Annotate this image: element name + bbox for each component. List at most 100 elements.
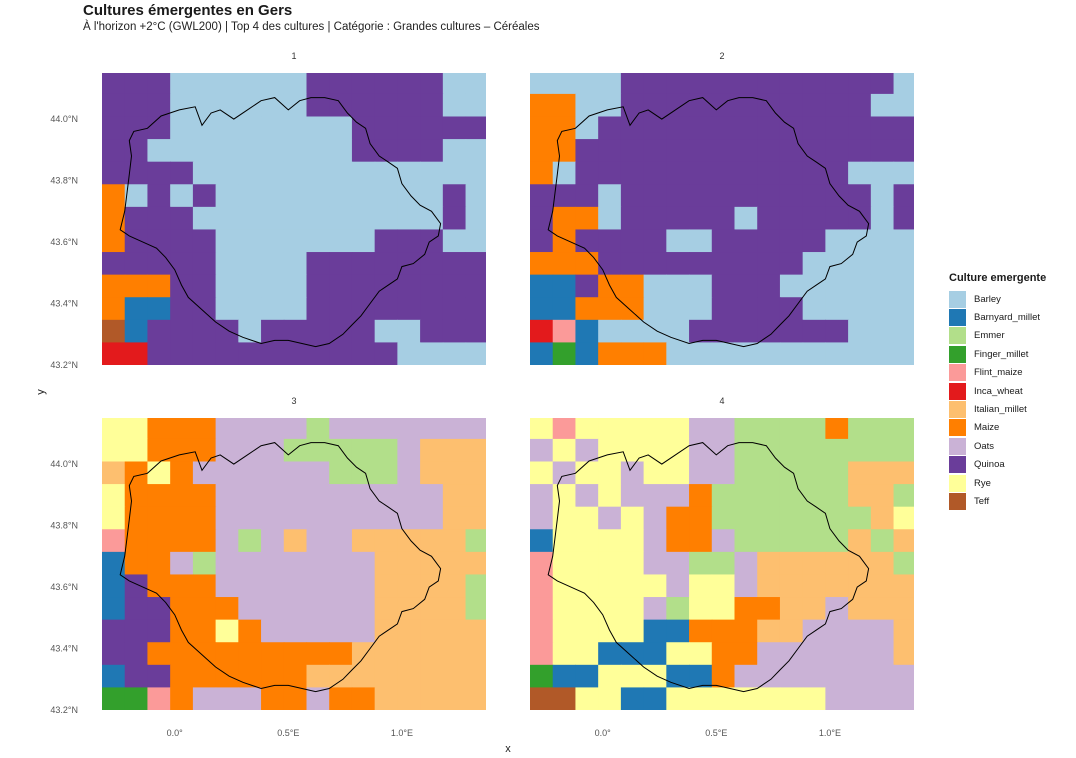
raster-cell bbox=[620, 506, 645, 530]
raster-cell bbox=[147, 342, 171, 365]
raster-cell bbox=[643, 184, 667, 208]
raster-cell bbox=[329, 116, 353, 140]
gers-outline bbox=[119, 442, 442, 693]
raster-cell bbox=[102, 664, 126, 689]
raster-cell bbox=[848, 619, 872, 643]
raster-cell bbox=[757, 319, 781, 344]
raster-cell bbox=[689, 206, 713, 231]
raster-cell bbox=[825, 619, 849, 643]
raster-cell bbox=[916, 552, 939, 575]
raster-cell bbox=[734, 529, 758, 553]
raster-cell bbox=[192, 529, 217, 553]
raster-cell bbox=[147, 206, 171, 231]
raster-cell bbox=[215, 93, 239, 118]
raster-cell bbox=[757, 597, 781, 621]
raster-cell bbox=[620, 73, 645, 95]
raster-cell bbox=[283, 619, 308, 643]
raster-cell bbox=[351, 342, 376, 365]
raster-cell bbox=[870, 642, 895, 666]
raster-cell bbox=[102, 619, 126, 643]
raster-cell bbox=[689, 73, 713, 95]
raster-cell bbox=[397, 93, 421, 118]
raster-cell bbox=[192, 319, 217, 344]
raster-cell bbox=[530, 597, 554, 621]
raster-cell bbox=[643, 642, 667, 666]
raster-cell bbox=[124, 642, 149, 666]
raster-cell bbox=[552, 184, 577, 208]
raster-cell bbox=[757, 274, 781, 298]
raster-cell bbox=[442, 116, 467, 140]
raster-cell bbox=[238, 342, 262, 365]
raster-cell bbox=[283, 506, 308, 530]
raster-cell bbox=[306, 574, 330, 598]
raster-cell bbox=[916, 687, 939, 710]
raster-cell bbox=[689, 642, 713, 666]
raster-cell bbox=[261, 274, 285, 298]
legend-label: Italian_millet bbox=[974, 404, 1027, 416]
raster-cell bbox=[666, 206, 690, 231]
raster-cell bbox=[238, 73, 262, 95]
raster-cell bbox=[666, 551, 690, 576]
y-tick-label: 43.8°N bbox=[50, 176, 78, 186]
raster-cell bbox=[306, 342, 330, 365]
legend-key bbox=[949, 309, 966, 327]
raster-cell bbox=[374, 484, 398, 508]
raster-cell bbox=[848, 461, 872, 485]
raster-cell bbox=[102, 184, 126, 208]
raster-cell bbox=[306, 161, 330, 185]
raster-cell bbox=[734, 161, 758, 185]
raster-cell bbox=[575, 139, 599, 163]
chart-subtitle: À l'horizon +2°C (GWL200) | Top 4 des cu… bbox=[83, 21, 540, 33]
raster-cell bbox=[711, 229, 736, 253]
raster-cell bbox=[329, 484, 353, 508]
raster-cell bbox=[397, 619, 421, 643]
raster-cell bbox=[397, 206, 421, 231]
x-tick-label: 0.0° bbox=[167, 728, 184, 738]
raster-cell bbox=[238, 597, 262, 621]
raster-cell bbox=[530, 319, 554, 344]
raster-cell bbox=[666, 506, 690, 530]
raster-cell bbox=[465, 342, 486, 365]
panel-4: 4 0.0° 0.5°E 1.0°E bbox=[530, 396, 939, 738]
raster-cell bbox=[870, 161, 895, 185]
raster-cell bbox=[374, 642, 398, 666]
raster-cells bbox=[530, 73, 914, 365]
raster-cell bbox=[465, 461, 486, 485]
raster-cell bbox=[848, 342, 872, 365]
raster-cell bbox=[465, 319, 486, 344]
raster-cell bbox=[893, 184, 914, 208]
legend-label: Finger_millet bbox=[974, 348, 1029, 360]
raster-cell bbox=[734, 73, 758, 95]
x-tick-label: 0.5°E bbox=[277, 728, 299, 738]
raster-cell bbox=[124, 252, 149, 276]
raster-cell bbox=[689, 418, 713, 440]
gers-outline bbox=[119, 97, 442, 348]
raster-cell bbox=[283, 461, 308, 485]
raster-cell bbox=[870, 664, 895, 689]
raster-cell bbox=[215, 274, 239, 298]
raster-cell bbox=[351, 484, 376, 508]
x-tick-label: 0.5°E bbox=[705, 728, 727, 738]
y-axis-label: y bbox=[35, 389, 47, 395]
raster-cell bbox=[102, 297, 126, 321]
raster-cell bbox=[351, 184, 376, 208]
raster-cell bbox=[238, 116, 262, 140]
raster-cell bbox=[870, 93, 895, 118]
raster-cell bbox=[802, 93, 826, 118]
raster-cell bbox=[261, 551, 285, 576]
raster-cell bbox=[283, 319, 308, 344]
raster-cell bbox=[283, 551, 308, 576]
legend-item-italian-millet: Italian_millet bbox=[949, 400, 1046, 419]
raster-cell bbox=[711, 319, 736, 344]
raster-cell bbox=[306, 274, 330, 298]
raster-cell bbox=[420, 116, 444, 140]
y-tick-label: 44.0°N bbox=[50, 114, 78, 124]
raster-cell bbox=[643, 506, 667, 530]
raster-cell bbox=[802, 484, 826, 508]
raster-cell bbox=[620, 184, 645, 208]
raster-cell bbox=[779, 529, 804, 553]
raster-cell bbox=[530, 418, 554, 440]
raster-cell bbox=[170, 73, 194, 95]
raster-cell bbox=[598, 297, 622, 321]
raster-cell bbox=[734, 461, 758, 485]
